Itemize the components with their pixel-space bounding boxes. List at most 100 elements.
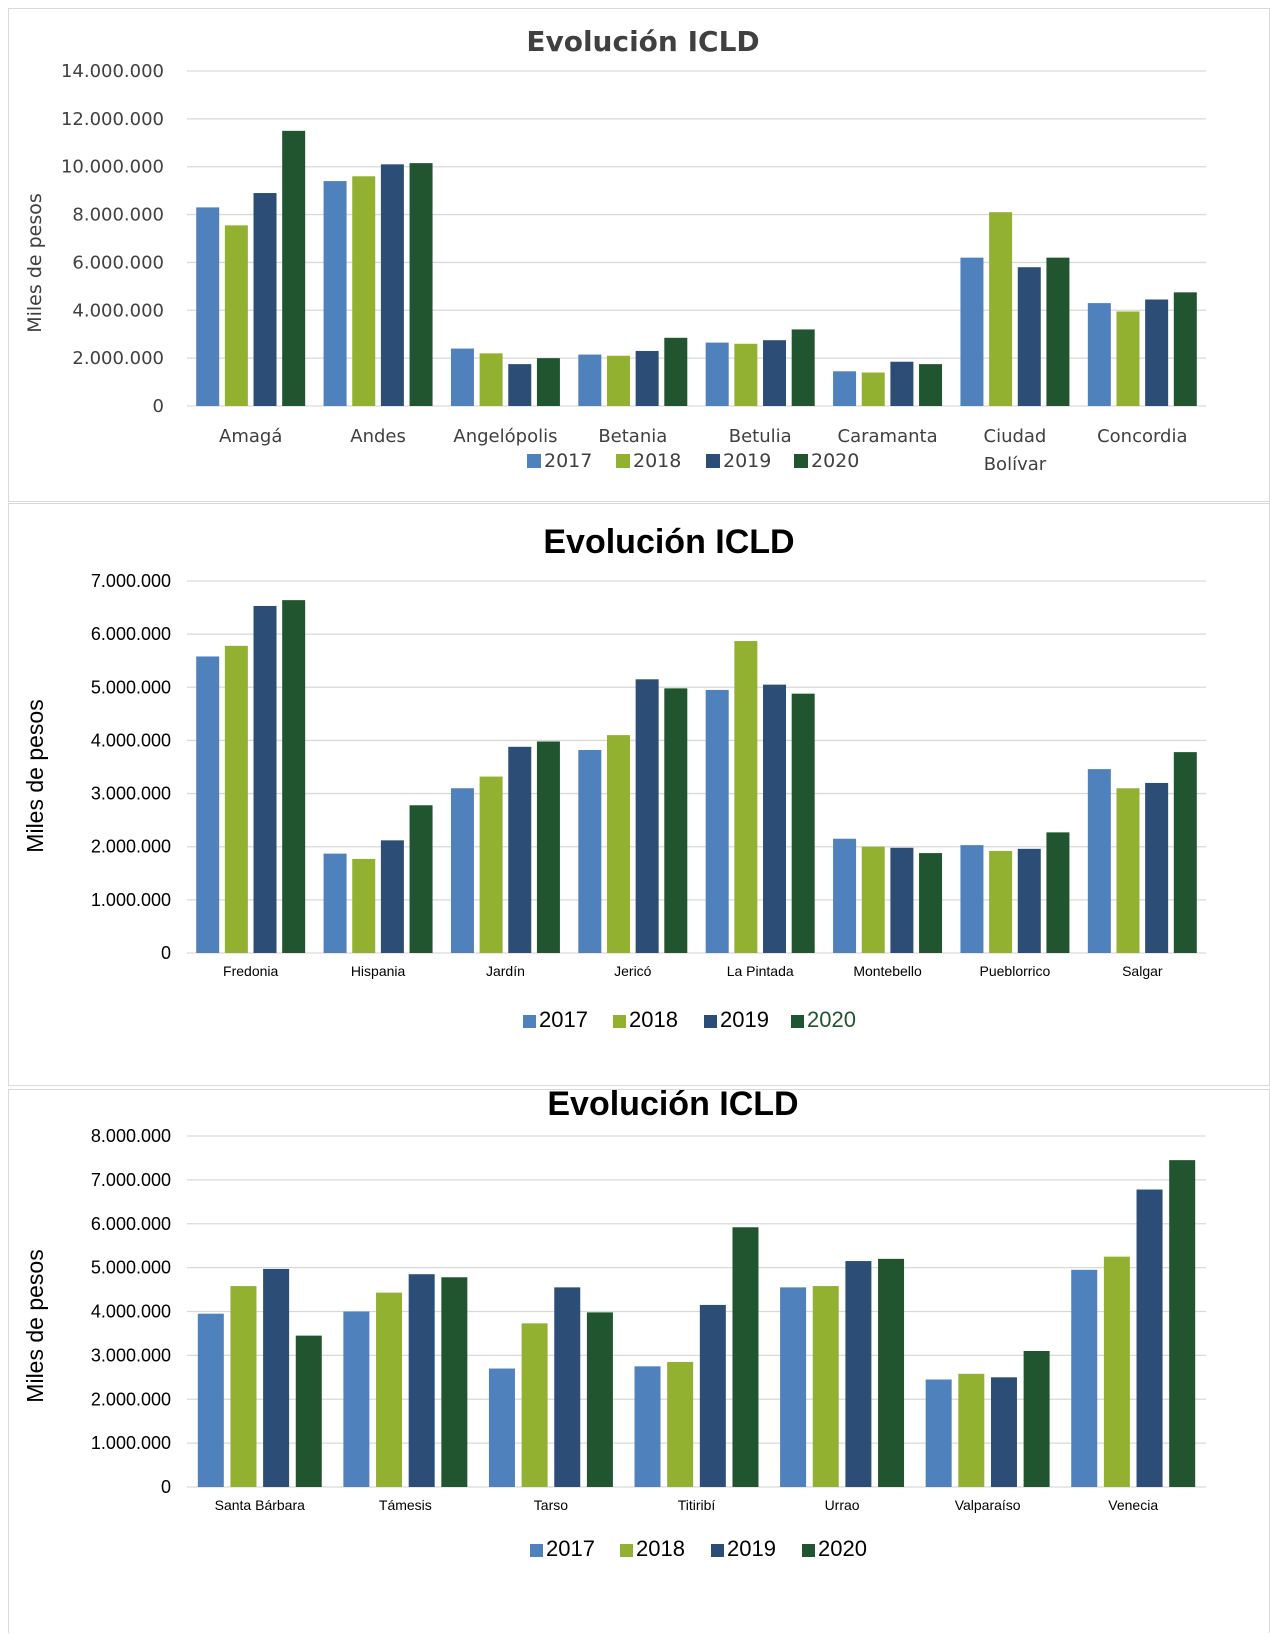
y-tick-label: 4.000.000 (91, 730, 171, 750)
chart-title: Evolución ICLD (543, 523, 794, 561)
bar-2018 (861, 846, 885, 953)
bar-2017 (578, 749, 602, 953)
bar-2017 (925, 1379, 952, 1487)
bar-2017 (1087, 303, 1111, 406)
bar-2020 (664, 337, 688, 406)
bar-2017 (450, 788, 474, 953)
bars (197, 1160, 1196, 1487)
bar-2017 (1087, 769, 1111, 953)
legend-swatch-2018 (616, 454, 630, 468)
bar-2017 (197, 1313, 224, 1487)
bar-2019 (635, 679, 659, 953)
bar-2019 (508, 746, 532, 953)
y-tick-label: 5.000.000 (91, 677, 171, 697)
legend-label-2020: 2020 (818, 1536, 867, 1561)
x-tick-label: Támesis (379, 1497, 432, 1513)
legend-label-2019: 2019 (723, 450, 771, 472)
legend: 2017 2018 2019 2020 (527, 450, 859, 472)
bar-2019 (1017, 267, 1041, 406)
y-tick-label: 6.000.000 (91, 624, 171, 644)
bar-2017 (960, 257, 984, 406)
x-axis-ticks: Amagá Andes Angelópolis Betania Betulia Caram… (219, 426, 1188, 475)
bar-2017 (1071, 1269, 1098, 1487)
gridlines (187, 1135, 1206, 1488)
bar-2017 (343, 1311, 370, 1487)
bar-2020 (409, 805, 433, 953)
bar-2018 (861, 372, 885, 406)
bar-2020 (1046, 832, 1070, 953)
y-tick-label: 5.000.000 (91, 1258, 171, 1278)
y-tick-label: 12.000.000 (61, 109, 164, 130)
x-tick-label: Concordia (1097, 426, 1187, 447)
x-tick-label: Betulia (729, 426, 792, 447)
x-axis-ticks: Fredonia Hispania Jardín Jericó La Pintada Mo… (223, 963, 1163, 979)
x-axis-ticks: Santa Bárbara Támesis Tarso Titiribí Urrao Va… (215, 1497, 1159, 1513)
legend-label-2017: 2017 (544, 450, 592, 472)
bar-2019 (890, 847, 914, 953)
bar-2020 (732, 1227, 759, 1487)
legend-label-2018: 2018 (636, 1536, 685, 1561)
bar-2019 (380, 164, 404, 406)
bar-2017 (634, 1366, 661, 1487)
chart-3-svg: Evolución ICLD Miles de pesos 0 1.000.000… (22, 1090, 1206, 1561)
bar-2019 (845, 1261, 872, 1487)
bar-2020 (1173, 292, 1197, 406)
legend-swatch-2018 (613, 1015, 626, 1028)
bar-2020 (791, 329, 815, 406)
y-tick-label: 8.000.000 (91, 1126, 171, 1146)
chart-title: Evolución ICLD (526, 25, 759, 58)
legend-label-2018: 2018 (629, 1007, 678, 1032)
x-tick-label: Santa Bárbara (215, 1497, 305, 1513)
chart-1-svg: Evolución ICLD Miles de pesos 0 2.000.000… (24, 25, 1206, 475)
y-tick-label: 0 (161, 943, 171, 963)
bar-2020 (536, 358, 560, 406)
bar-2018 (606, 735, 630, 953)
x-tick-label: Jericó (614, 963, 652, 979)
bar-2017 (705, 689, 729, 953)
legend-swatch-2017 (530, 1544, 543, 1557)
y-tick-label: 14.000.000 (61, 61, 164, 82)
bar-2020 (282, 130, 306, 407)
bar-2019 (635, 350, 659, 406)
bar-2020 (586, 1312, 613, 1487)
bar-2017 (450, 348, 474, 406)
bar-2019 (380, 840, 404, 953)
legend-label-2018: 2018 (633, 450, 681, 472)
bar-2017 (323, 181, 347, 406)
bar-2017 (578, 354, 602, 406)
bar-2019 (253, 193, 277, 406)
x-tick-label: Hispania (351, 963, 406, 979)
bar-2017 (780, 1287, 807, 1487)
y-tick-label: 0 (161, 1477, 171, 1497)
bar-2017 (833, 371, 857, 406)
y-tick-label: 2.000.000 (91, 1389, 171, 1409)
bar-2019 (253, 605, 277, 953)
bar-2020 (282, 600, 306, 953)
bars (196, 600, 1197, 953)
x-tick-label: Fredonia (223, 963, 278, 979)
y-tick-label: 8.000.000 (72, 205, 164, 226)
chart-panel-3: Evolución ICLD Miles de pesos 0 1.000.000… (8, 1089, 1270, 1633)
y-tick-label: 6.000.000 (91, 1214, 171, 1234)
bar-2020 (441, 1277, 468, 1487)
x-tick-label: Montebello (853, 963, 922, 979)
bar-2018 (734, 343, 758, 406)
y-tick-label: 6.000.000 (72, 252, 164, 273)
bar-2018 (352, 176, 376, 406)
bar-2019 (763, 684, 787, 953)
x-tick-label: Caramanta (838, 426, 938, 447)
bar-2017 (488, 1368, 515, 1487)
y-axis-ticks: 0 1.000.000 2.000.000 3.000.000 4.000.000 5.0… (91, 1126, 171, 1497)
legend: 2017 2018 2019 2020 (523, 1007, 856, 1032)
y-tick-label: 7.000.000 (91, 571, 171, 591)
legend-swatch-2019 (704, 1015, 717, 1028)
bar-2019 (263, 1268, 290, 1487)
bar-2020 (1173, 752, 1197, 953)
y-tick-label: 3.000.000 (91, 784, 171, 804)
y-tick-label: 3.000.000 (91, 1345, 171, 1365)
x-tick-label: La Pintada (727, 963, 794, 979)
bar-2018 (1116, 788, 1140, 953)
bar-2018 (1116, 311, 1140, 406)
x-tick-label: Betania (598, 426, 667, 447)
bar-2019 (990, 1377, 1017, 1487)
